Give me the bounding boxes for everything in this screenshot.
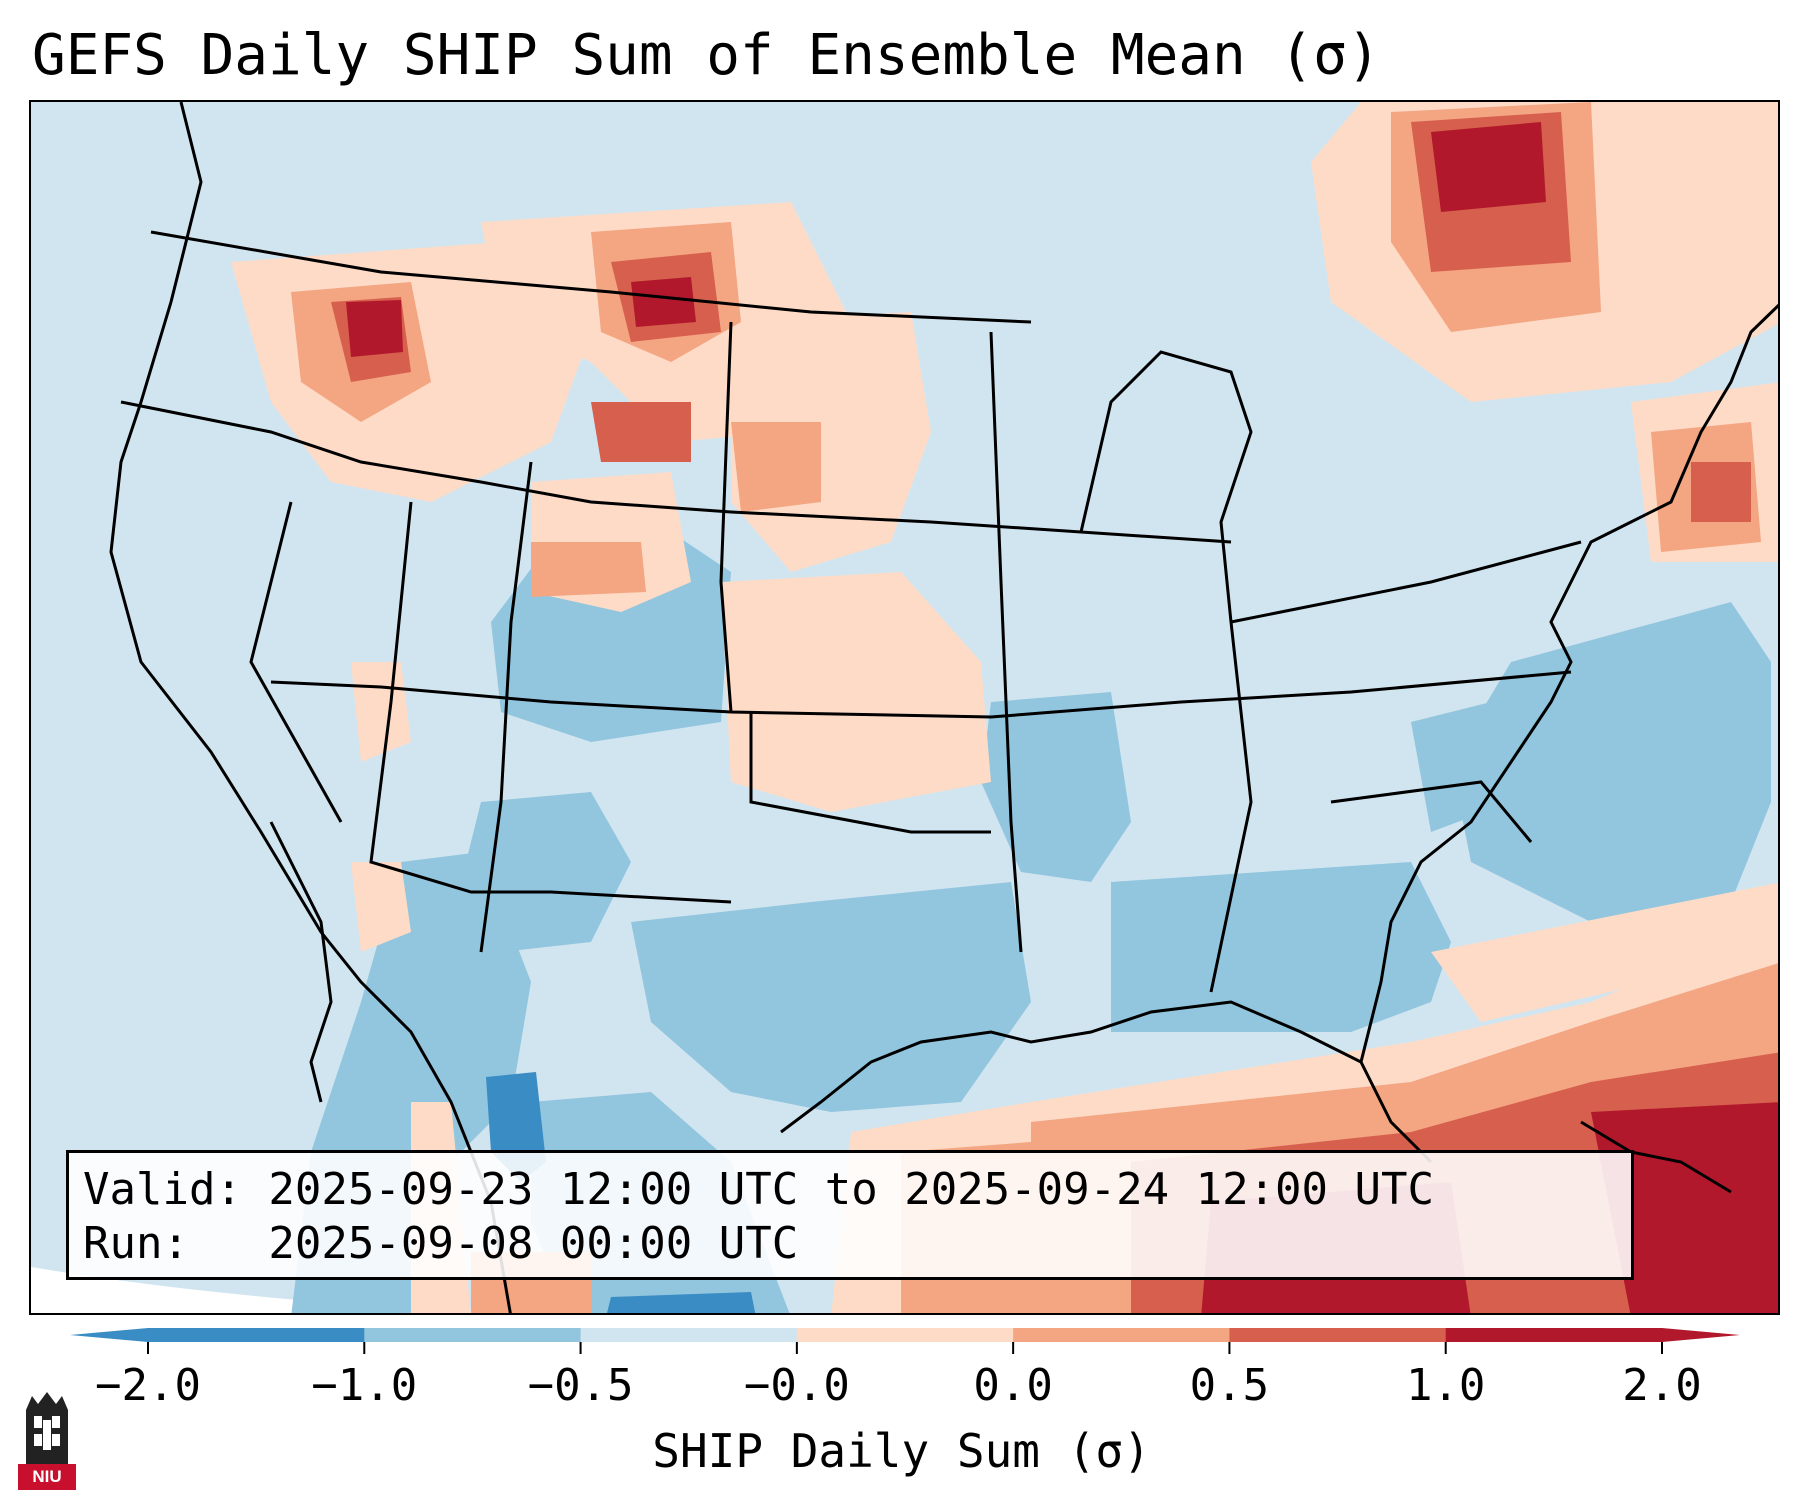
colorbar-label: SHIP Daily Sum (σ) [652,1424,1151,1478]
colorbar-tick-label: 0.0 [973,1360,1053,1411]
colorbar-tick-label: −1.0 [311,1360,418,1411]
chart-title: GEFS Daily SHIP Sum of Ensemble Mean (σ) [32,23,1381,88]
colorbar-segment [580,1328,798,1342]
colorbar-segment [796,1328,1014,1342]
colorbar-segment [1445,1328,1663,1342]
colorbar-tick-label: −0.5 [527,1360,634,1411]
colorbar [70,1328,1740,1354]
colorbar-extend-low [70,1328,148,1342]
colorbar-segment [1229,1328,1447,1342]
colorbar-tick-marks [147,1342,1663,1354]
valid-run-info-box: Valid: 2025-09-23 12:00 UTC to 2025-09-2… [66,1150,1634,1280]
colorbar-segment [364,1328,582,1342]
logo-text: NIU [18,1464,76,1490]
colorbar-segment [148,1328,365,1342]
colorbar-tick-label: 1.0 [1405,1360,1486,1411]
valid-time-text: Valid: 2025-09-23 12:00 UTC to 2025-09-2… [83,1164,1435,1215]
colorbar-tick-label: −2.0 [95,1360,201,1411]
colorbar-tick-label: 0.5 [1189,1360,1270,1411]
colorbar-segments [70,1328,1740,1342]
map-panel [29,100,1780,1315]
niu-tower-icon [26,1392,68,1464]
colorbar-tick-label: −0.0 [743,1360,850,1411]
coastline-borders [109,102,1778,1313]
colorbar-tick-label: 2.0 [1622,1360,1702,1411]
map-canvas [31,102,1778,1313]
colorbar-segment [1013,1328,1230,1342]
projection-edge-left [31,1267,514,1313]
run-time-text: Run: 2025-09-08 00:00 UTC [83,1218,799,1269]
colorbar-extend-high [1662,1328,1740,1342]
niu-logo: NIU [18,1390,76,1490]
